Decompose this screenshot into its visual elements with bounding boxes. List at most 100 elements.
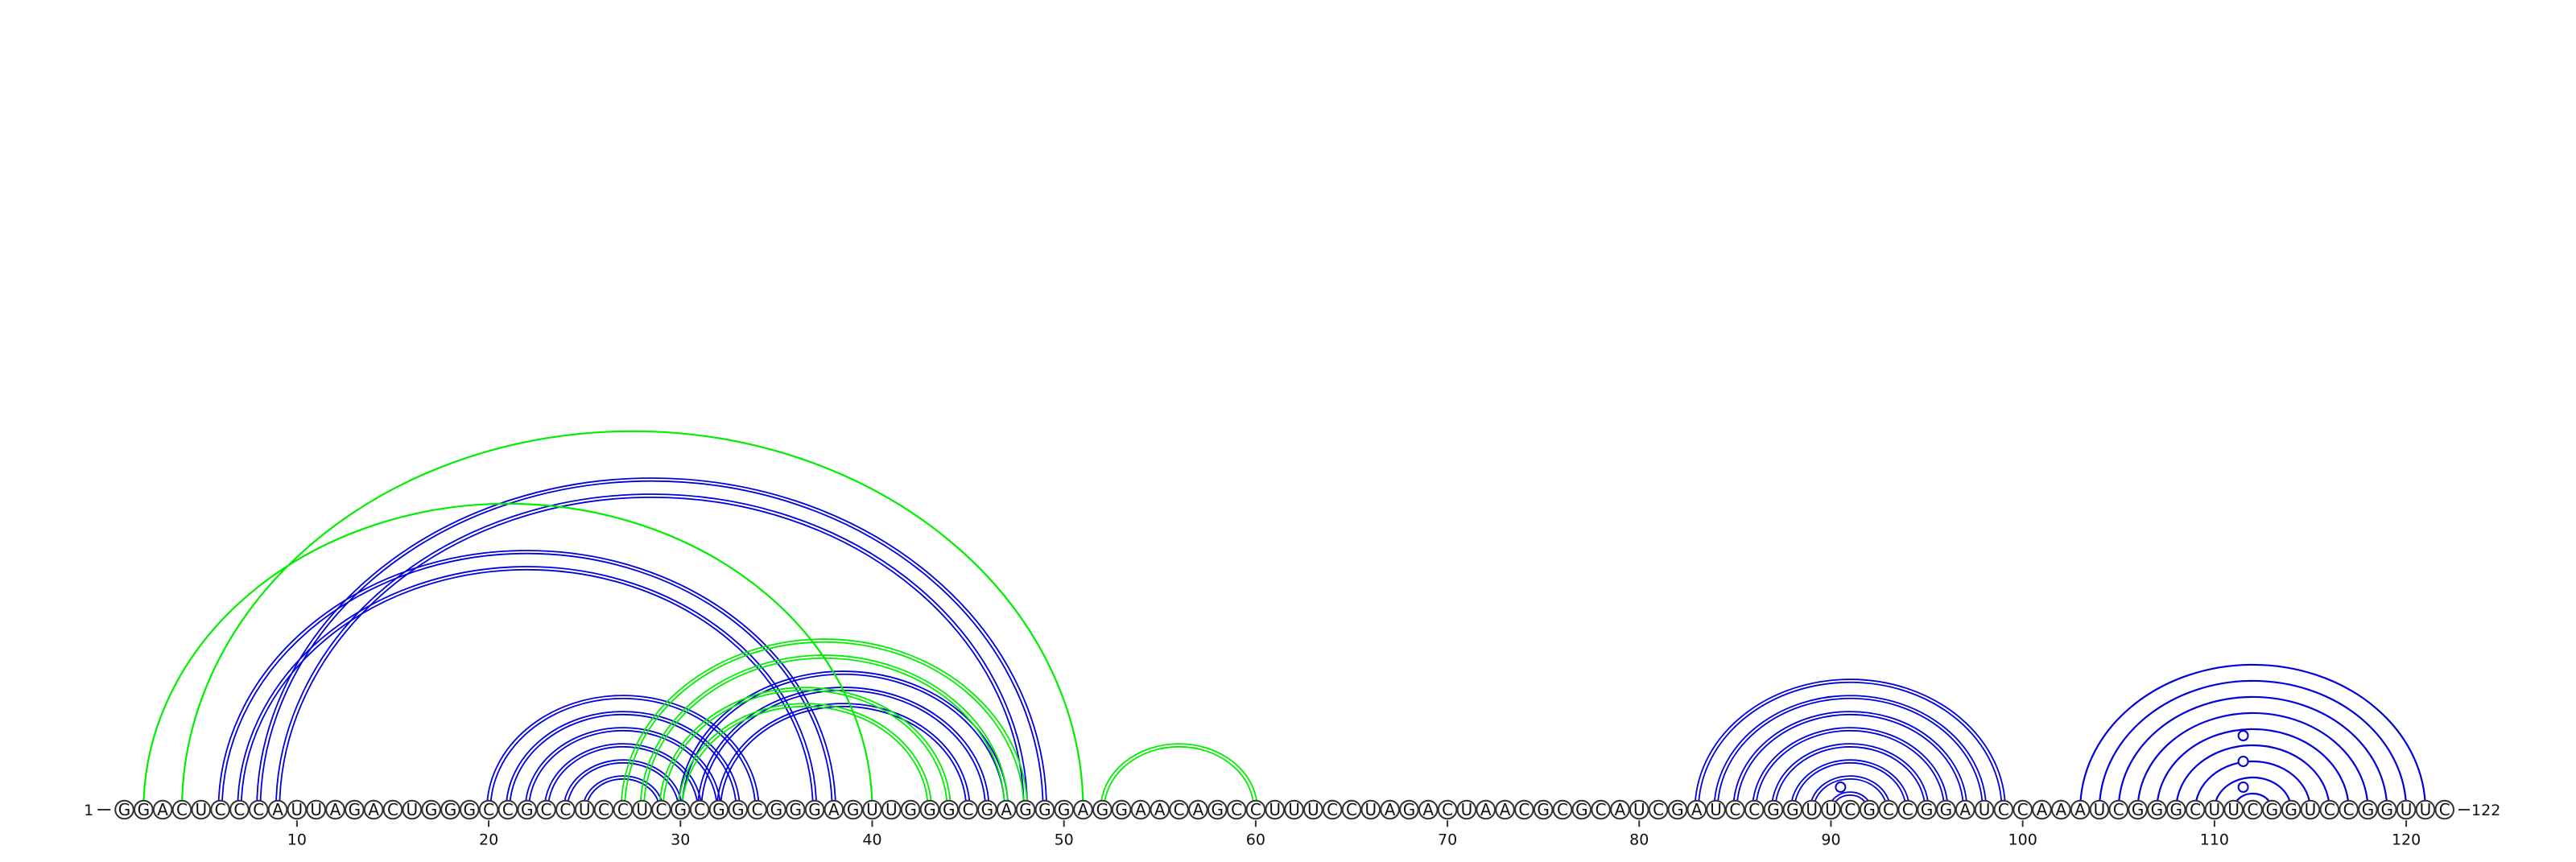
tick-label: 110 [2200, 831, 2229, 848]
nucleotide: C [1322, 799, 1343, 820]
tick-label: 50 [1055, 831, 1074, 848]
nucleotide-circle [2358, 799, 2378, 820]
nucleotide-circle [1591, 799, 1611, 820]
nucleotide: G [2262, 799, 2282, 820]
nucleotide-letter: C [655, 800, 667, 819]
nucleotide: G [939, 799, 960, 820]
arc-blue-107-117 [2156, 728, 2350, 810]
nucleotide-letter: G [2362, 800, 2375, 819]
nucleotide-circle [766, 799, 786, 820]
nucleotide-letter: G [2285, 800, 2297, 819]
nucleotide-letter: C [2343, 800, 2355, 819]
nucleotide-circle [440, 799, 460, 820]
nucleotide-letter: A [1691, 800, 1703, 819]
nucleotide-circle [1054, 799, 1074, 820]
nucleotide-circle [267, 799, 288, 820]
nucleotide: U [1456, 799, 1477, 820]
nucleotide-circle [2108, 799, 2129, 820]
nucleotide-letter: C [1748, 800, 1760, 819]
arc-blue-9-48-line1 [275, 493, 1029, 810]
nucleotide-letter: C [1883, 800, 1894, 819]
nucleotide-circle [977, 799, 997, 820]
nucleotide-letter: G [1019, 800, 1032, 819]
nucleotide-circle [1207, 799, 1228, 820]
nucleotide-letter: G [521, 800, 534, 819]
tick-label: 120 [2392, 831, 2421, 848]
nucleotide-letter: C [752, 800, 763, 819]
nucleotide: C [1648, 799, 1669, 820]
arc-blue-30-47-line2 [681, 673, 1005, 810]
nucleotide: C [2185, 799, 2206, 820]
nucleotide: A [1073, 799, 1093, 820]
nucleotide-letter: G [904, 800, 917, 819]
nucleotide-letter: G [770, 800, 783, 819]
nucleotide-letter: G [1115, 800, 1128, 819]
nucleotide-circle [689, 799, 710, 820]
nucleotide: G [2165, 799, 2186, 820]
nucleotide-circle [2415, 799, 2436, 820]
arc-blue-105-119 [2117, 695, 2388, 810]
nucleotide-letter: U [1307, 800, 1319, 819]
nucleotide: G [728, 799, 749, 820]
nucleotide-letter: C [215, 800, 226, 819]
nucleotide-letter: G [2132, 800, 2145, 819]
nucleotide: G [843, 799, 863, 820]
nucleotide: C [651, 799, 671, 820]
nucleotide: G [517, 799, 538, 820]
nucleotide: C [1744, 799, 1765, 820]
nucleotide-circle [1744, 799, 1765, 820]
nucleotide-circle [574, 799, 595, 820]
arc-green-27-48-line2 [624, 641, 1025, 810]
nucleotide-letter: C [1250, 800, 1261, 819]
arc-blue-109-115 [2194, 760, 2312, 810]
nucleotide-letter: C [483, 800, 494, 819]
arc-green-4-51 [180, 430, 1084, 810]
nucleotide: A [1955, 799, 1975, 820]
nucleotide: G [1917, 799, 1937, 820]
arc-green-52-60-line1 [1100, 743, 1258, 810]
nucleotide-letter: C [1596, 800, 1607, 819]
nucleotide-circle [1897, 799, 1918, 820]
nucleotide-letter: G [1786, 800, 1799, 819]
nucleotide: C [1341, 799, 1362, 820]
nucleotide-circle [1782, 799, 1803, 820]
arc-blue-106-118 [2136, 711, 2369, 810]
nucleotide: C [1840, 799, 1860, 820]
nucleotide: C [1226, 799, 1247, 820]
nucleotide-letter: C [1327, 800, 1338, 819]
nucleotide-letter: U [291, 800, 303, 819]
nucleotide-letter: G [1575, 800, 1588, 819]
nucleotide-circle [2376, 799, 2397, 820]
nucleotide-letter: U [2209, 800, 2221, 819]
nucleotide-letter: C [502, 800, 514, 819]
nucleotide-letter: C [617, 800, 629, 819]
nucleotide: C [2319, 799, 2340, 820]
arc-blue-7-37-line2 [240, 568, 814, 810]
nucleotide-letter: A [1500, 800, 1511, 819]
nucleotide-circle [1993, 799, 2014, 820]
nucleotide-circle [1955, 799, 1975, 820]
nucleotide-letter: U [2227, 800, 2240, 819]
nucleotide-circle [1648, 799, 1669, 820]
nucleotide-letter: U [2420, 800, 2432, 819]
nucleotide: G [134, 799, 154, 820]
nucleotide-letter: A [1615, 800, 1626, 819]
nucleotide-letter: G [1940, 800, 1953, 819]
tick-label: 80 [1629, 831, 1649, 848]
nucleotide: C [1993, 799, 2014, 820]
nucleotide: G [766, 799, 786, 820]
nucleotide-letter: U [195, 800, 207, 819]
nucleotide-letter: U [1825, 800, 1837, 819]
nucleotide-circle [1073, 799, 1093, 820]
nucleotide: A [1495, 799, 1515, 820]
nucleotide-letter: U [1288, 800, 1300, 819]
arc-blue-21-33-line2 [509, 713, 737, 810]
nucleotide-letter: C [233, 800, 245, 819]
nucleotide-circle [785, 799, 806, 820]
arc-blue-21-33-line1 [505, 711, 741, 810]
nucleotide-circle [996, 799, 1017, 820]
tick-label: 90 [1821, 831, 1840, 848]
nucleotide-circle [1188, 799, 1208, 820]
arc-blue-24-30-line1 [563, 759, 683, 810]
nucleotide-letter: C [694, 800, 705, 819]
